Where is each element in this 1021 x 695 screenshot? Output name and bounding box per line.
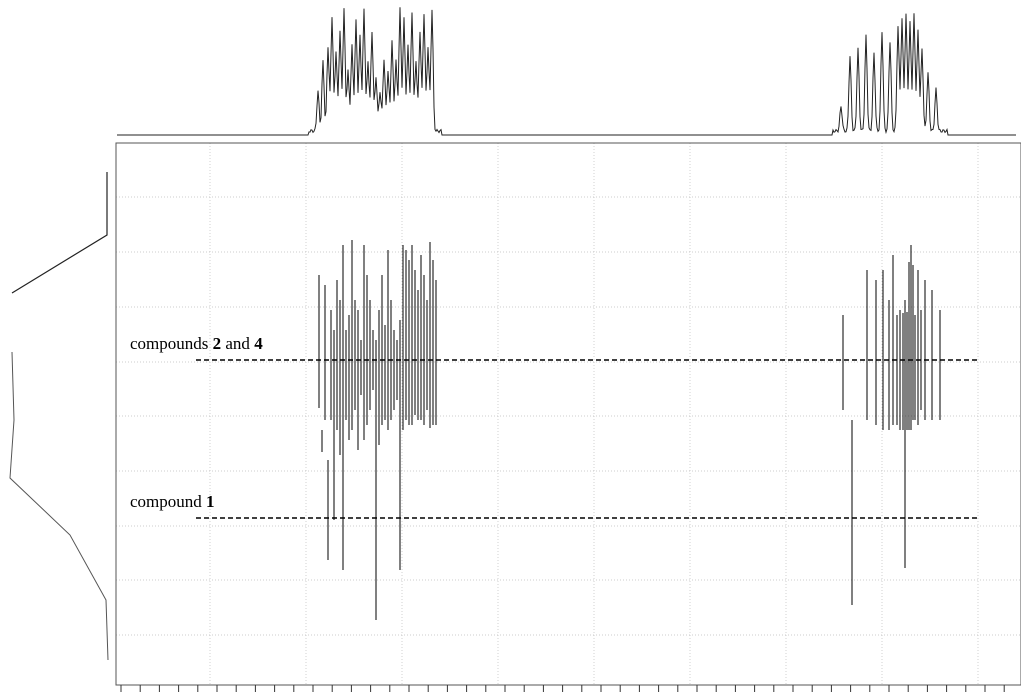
cross-peaks — [318, 240, 941, 620]
side-projection-upper — [11, 172, 108, 294]
plot-grid — [116, 143, 1021, 685]
compound-1-label: compound 1 — [130, 492, 215, 511]
side-projection-lower — [9, 351, 109, 661]
side-diffusion-projection — [9, 172, 109, 661]
plot-frame — [115, 142, 1021, 686]
top-1d-spectrum — [117, 7, 1016, 136]
compounds-2-and-4-label: compounds 2 and 4 — [130, 334, 263, 353]
spectrum-trace — [117, 7, 1016, 136]
x-axis-ticks — [120, 685, 1005, 692]
